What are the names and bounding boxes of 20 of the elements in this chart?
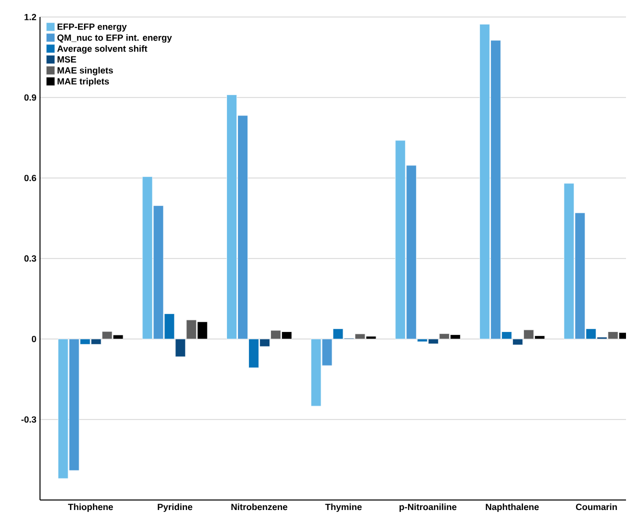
x-tick-label: p-Nitroaniline [400,504,456,512]
x-tick-label: Pyridine [158,504,192,512]
y-tick-label: 0.3 [24,255,36,262]
x-tick-label: Coumarin [576,504,617,510]
y-tick-label: -0.3 [21,416,36,423]
x-tick-label: Thiophene [68,504,113,512]
legend-label: MSE [58,56,76,63]
y-tick-label: 0.9 [24,94,36,101]
legend-label: QM_nuc to EFP int. energy [57,34,172,43]
x-tick-label: Thymine [325,504,362,512]
x-tick-label: Naphthalene [486,504,539,512]
bar [197,322,208,340]
y-tick-label: 0.6 [24,174,36,182]
x-tick-label: Nitrobenzene [231,504,288,510]
legend-label: Average solvent shift [57,45,148,54]
legend-label: EFP-EFP energy [58,24,127,32]
y-tick-label: 1.2 [24,14,36,20]
legend-label: MAE triplets [58,78,109,86]
y-tick-label: 0 [32,336,36,342]
legend-label: MAE singlets [58,66,113,76]
